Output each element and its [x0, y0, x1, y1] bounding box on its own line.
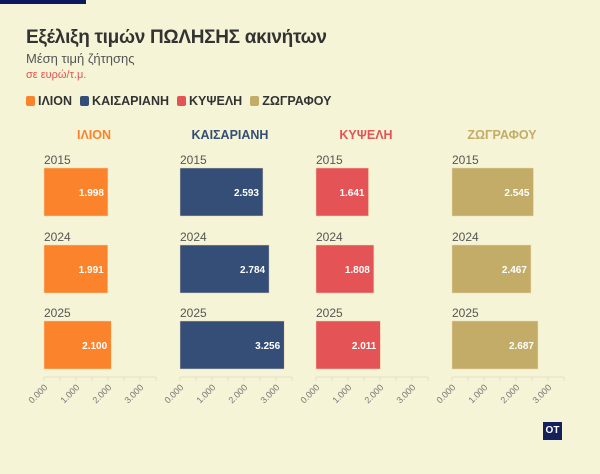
x-tick-label: 1.000 [194, 382, 217, 405]
bar [315, 320, 381, 370]
year-label: 2024 [316, 230, 343, 244]
year-label: 2025 [180, 306, 207, 320]
legend-swatch [80, 96, 90, 106]
bar [43, 167, 109, 217]
legend-label: ΖΩΓΡΑΦΟΥ [262, 94, 332, 108]
panel-title: ΖΩΓΡΑΦΟΥ [467, 128, 537, 142]
x-tick-label: 3.000 [258, 382, 281, 405]
bar [179, 244, 270, 294]
panel-title: ΚΑΙΣΑΡΙΑΝΗ [192, 128, 269, 142]
panel-title: ΙΛΙΟΝ [77, 128, 111, 142]
year-label: 2015 [316, 153, 343, 167]
bar [315, 167, 369, 217]
year-label: 2024 [452, 230, 479, 244]
x-tick-label: 2.000 [362, 382, 385, 405]
unit-label: σε ευρώ/τ.μ. [26, 69, 87, 81]
x-tick-label: 2.000 [498, 382, 521, 405]
chart-title: Εξέλιξη τιμών ΠΩΛΗΣΗΣ ακινήτων [26, 27, 327, 48]
x-tick-label: 1.000 [330, 382, 353, 405]
bar-value-label: 2.593 [234, 188, 259, 199]
bar-value-label: 2.011 [352, 341, 377, 352]
bar-value-label: 2.687 [509, 341, 534, 352]
legend-item: ΚΥΨΕΛΗ [177, 94, 242, 108]
legend: ΙΛΙΟΝ ΚΑΙΣΑΡΙΑΝΗ ΚΥΨΕΛΗ ΖΩΓΡΑΦΟΥ [26, 94, 331, 108]
x-tick-label: 0.000 [434, 382, 457, 405]
bar [451, 244, 532, 294]
bar-value-label: 2.100 [82, 341, 107, 352]
year-label: 2015 [44, 153, 71, 167]
bar [43, 244, 108, 294]
x-tick-label: 2.000 [90, 382, 113, 405]
x-tick-label: 0.000 [162, 382, 185, 405]
legend-label: ΚΑΙΣΑΡΙΑΝΗ [92, 94, 169, 108]
logo: OT [543, 422, 562, 440]
year-label: 2025 [44, 306, 71, 320]
bar [451, 320, 539, 370]
panel-title: ΚΥΨΕΛΗ [339, 128, 392, 142]
bar [315, 244, 375, 294]
bar-value-label: 2.545 [504, 188, 529, 199]
legend-item: ΙΛΙΟΝ [26, 94, 72, 108]
year-label: 2025 [452, 306, 479, 320]
legend-item: ΚΑΙΣΑΡΙΑΝΗ [80, 94, 169, 108]
bar-value-label: 1.641 [339, 188, 364, 199]
bar [451, 167, 534, 217]
legend-swatch [250, 96, 260, 106]
bar-value-label: 2.784 [240, 265, 265, 276]
year-label: 2015 [452, 153, 479, 167]
x-tick-label: 2.000 [226, 382, 249, 405]
legend-swatch [26, 96, 35, 106]
x-tick-label: 3.000 [122, 382, 145, 405]
bar-value-label: 1.998 [79, 188, 104, 199]
x-tick-label: 0.000 [298, 382, 321, 405]
x-tick-label: 1.000 [466, 382, 489, 405]
year-label: 2015 [180, 153, 207, 167]
x-tick-label: 3.000 [530, 382, 553, 405]
chart-subtitle: Μέση τιμή ζήτησης [26, 51, 135, 66]
year-label: 2025 [316, 306, 343, 320]
legend-label: ΙΛΙΟΝ [38, 94, 73, 108]
bar-value-label: 3.256 [255, 341, 280, 352]
bar [179, 167, 264, 217]
legend-item: ΖΩΓΡΑΦΟΥ [250, 94, 331, 108]
legend-label: ΚΥΨΕΛΗ [189, 94, 243, 108]
x-tick-label: 0.000 [26, 382, 49, 405]
bar-value-label: 1.991 [79, 265, 104, 276]
bar-value-label: 2.467 [502, 265, 527, 276]
bar [43, 320, 112, 370]
bar [179, 320, 285, 370]
x-tick-label: 1.000 [58, 382, 81, 405]
bar-value-label: 1.808 [345, 265, 370, 276]
x-tick-label: 3.000 [394, 382, 417, 405]
legend-swatch [177, 96, 186, 106]
year-label: 2024 [180, 230, 207, 244]
top-accent-bar [0, 0, 86, 4]
year-label: 2024 [44, 230, 71, 244]
